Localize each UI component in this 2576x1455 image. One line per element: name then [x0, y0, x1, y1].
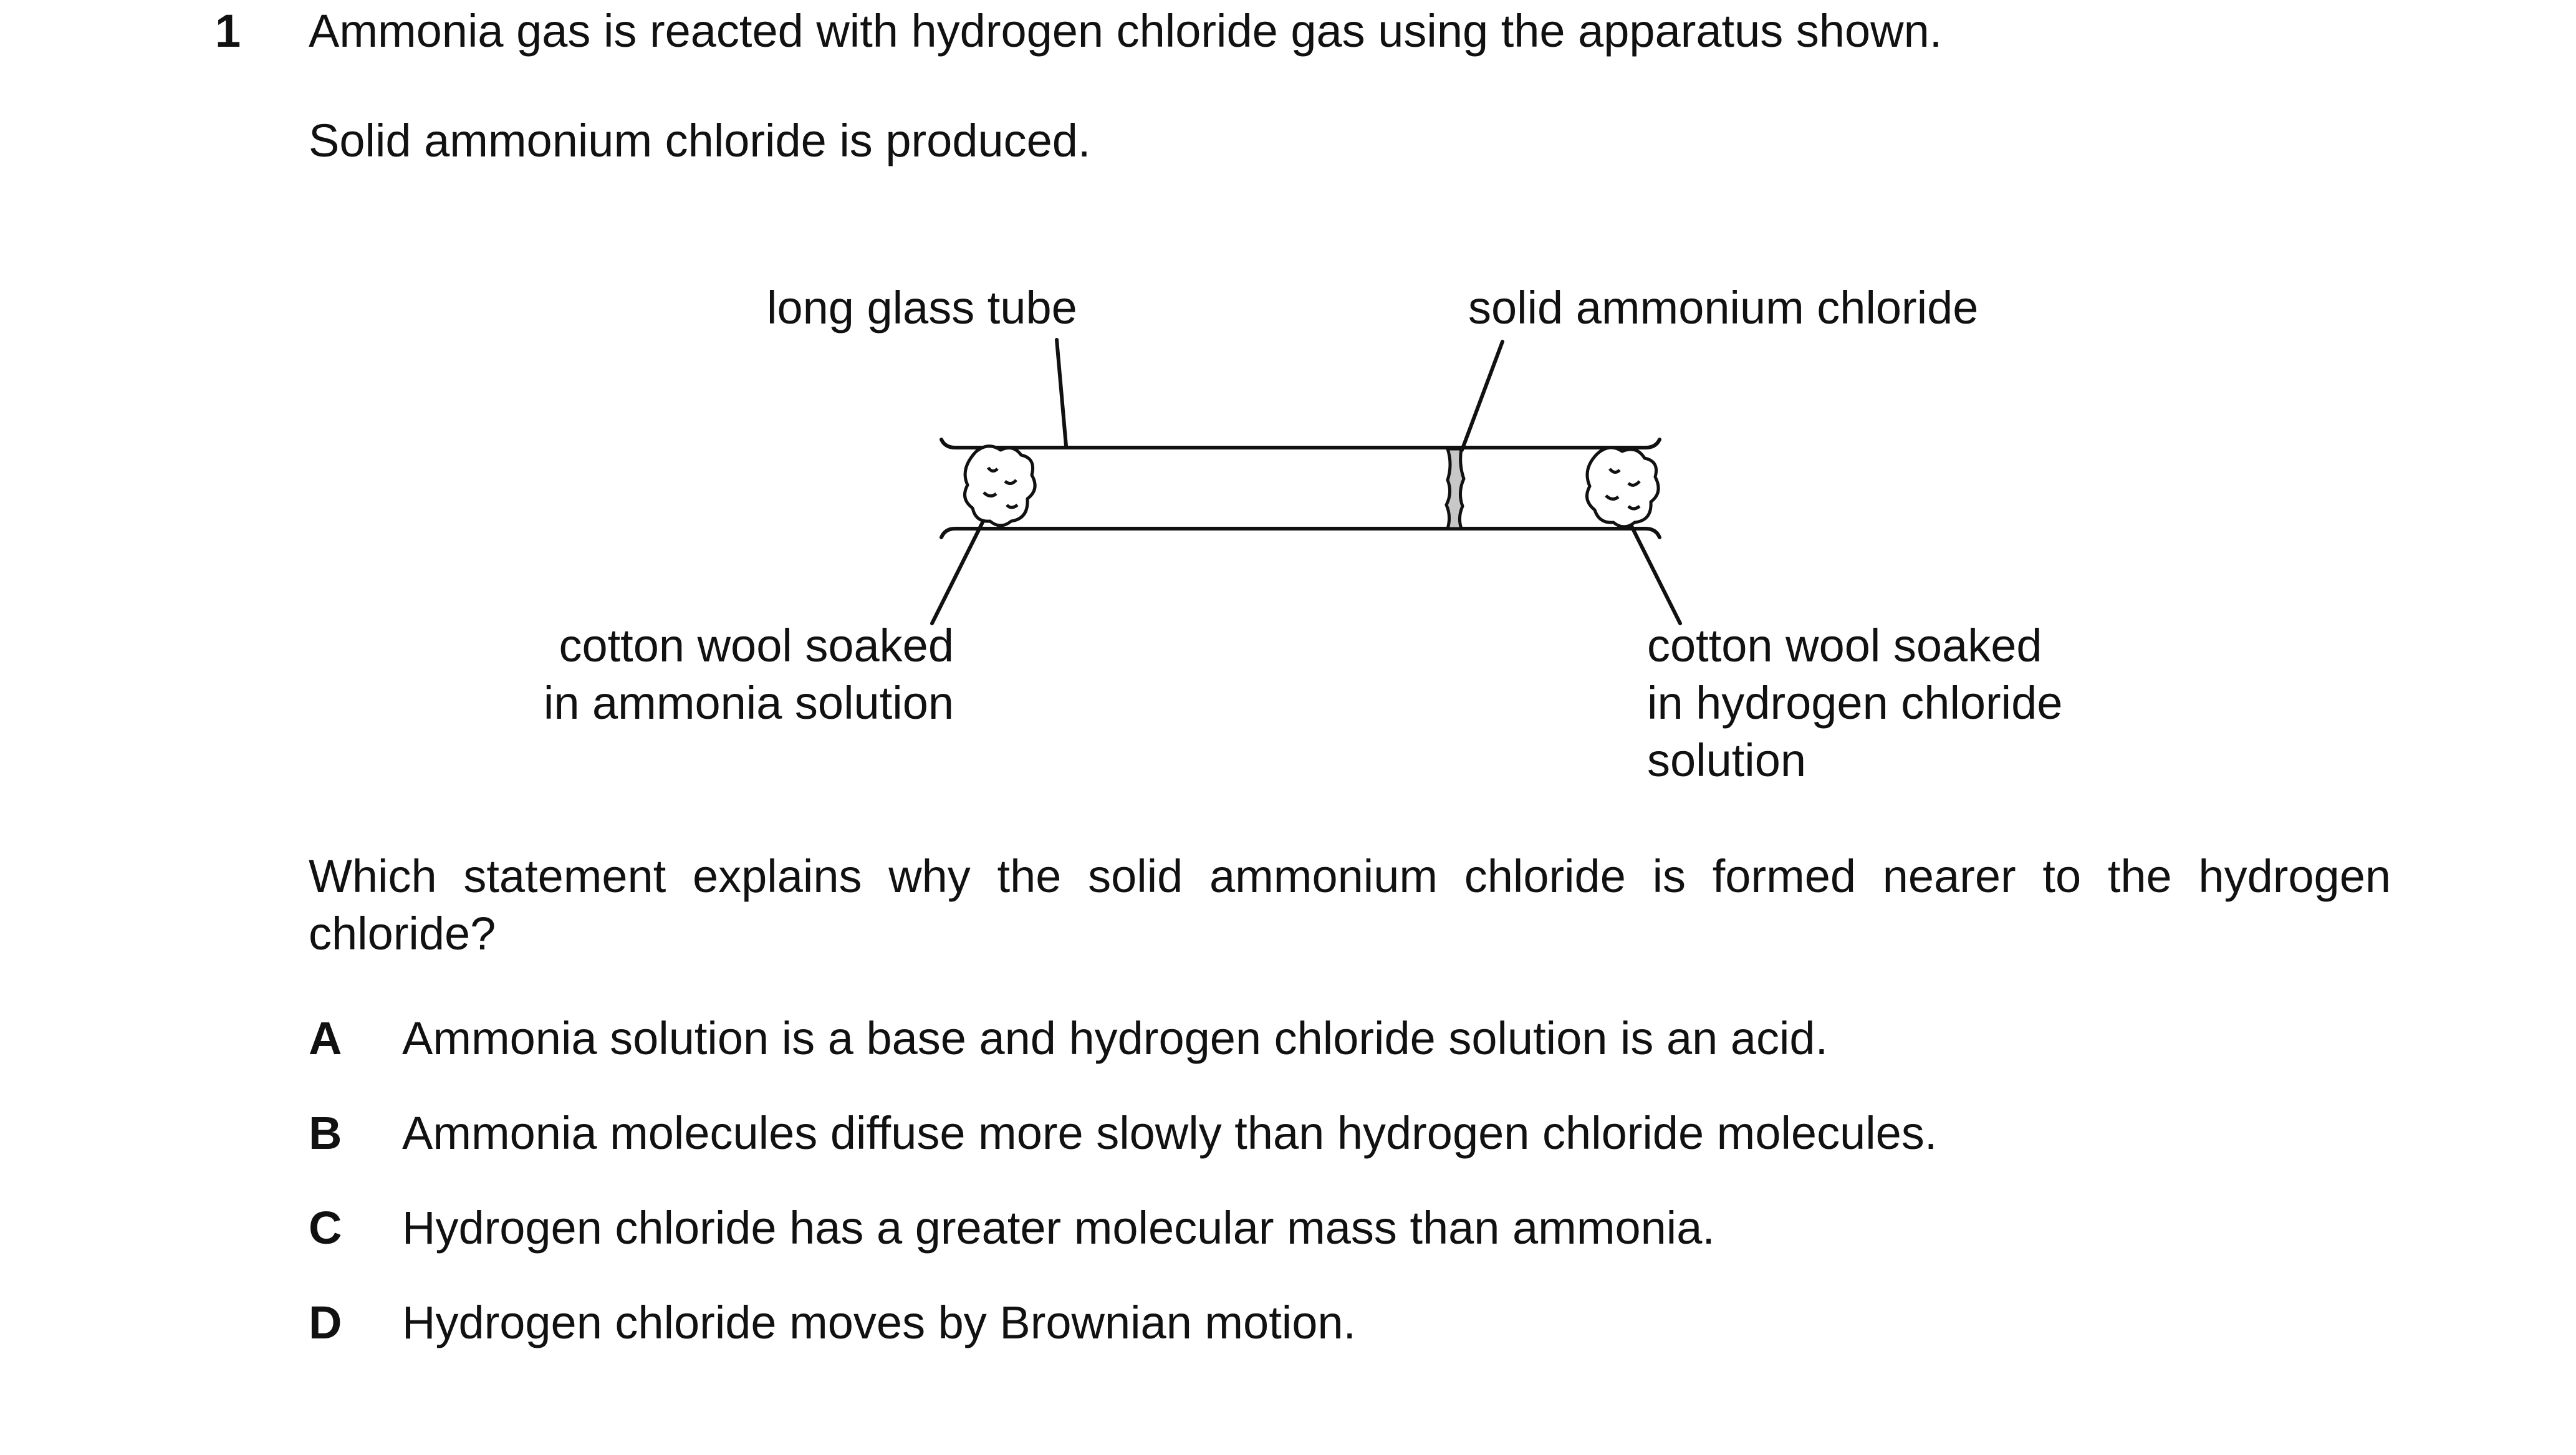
solid-ammonium-chloride-band [1444, 447, 1466, 531]
option-letter-b: B [309, 1107, 342, 1159]
tube-bottom-wall [940, 527, 1661, 539]
tube-pointer-line [1055, 338, 1068, 448]
label-right-wool-line-3: solution [1647, 734, 1807, 786]
question-number: 1 [215, 5, 241, 57]
tube-top-wall [940, 438, 1661, 449]
solid-pointer-line [1460, 340, 1504, 452]
option-text-c: Hydrogen chloride has a greater molecula… [402, 1202, 1715, 1254]
left-wool-pointer-line [930, 509, 990, 625]
label-left-wool-line-1: cotton wool soaked [559, 620, 954, 671]
option-text-a: Ammonia solution is a base and hydrogen … [402, 1012, 1829, 1064]
label-right-wool-line-2: in hydrogen chloride [1647, 677, 2063, 729]
label-right-wool-line-1: cotton wool soaked [1647, 620, 2042, 671]
label-left-wool-line-2: in ammonia solution [543, 677, 954, 729]
label-solid-ammonium-chloride: solid ammonium chloride [1468, 282, 1979, 334]
right-wool-pointer-line [1625, 516, 1682, 625]
intro-line-1: Ammonia gas is reacted with hydrogen chl… [309, 5, 1943, 57]
intro-line-2: Solid ammonium chloride is produced. [309, 115, 1091, 166]
option-letter-d: D [309, 1297, 342, 1348]
right-cotton-wool [1585, 446, 1660, 529]
question-prompt: Which statement explains why the solid a… [309, 850, 2391, 959]
option-text-d: Hydrogen chloride moves by Brownian moti… [402, 1297, 1357, 1348]
option-letter-a: A [309, 1012, 342, 1064]
label-long-glass-tube: long glass tube [767, 282, 1077, 334]
option-letter-c: C [309, 1202, 342, 1254]
left-cotton-wool [963, 444, 1037, 527]
option-text-b: Ammonia molecules diffuse more slowly th… [402, 1107, 1938, 1159]
